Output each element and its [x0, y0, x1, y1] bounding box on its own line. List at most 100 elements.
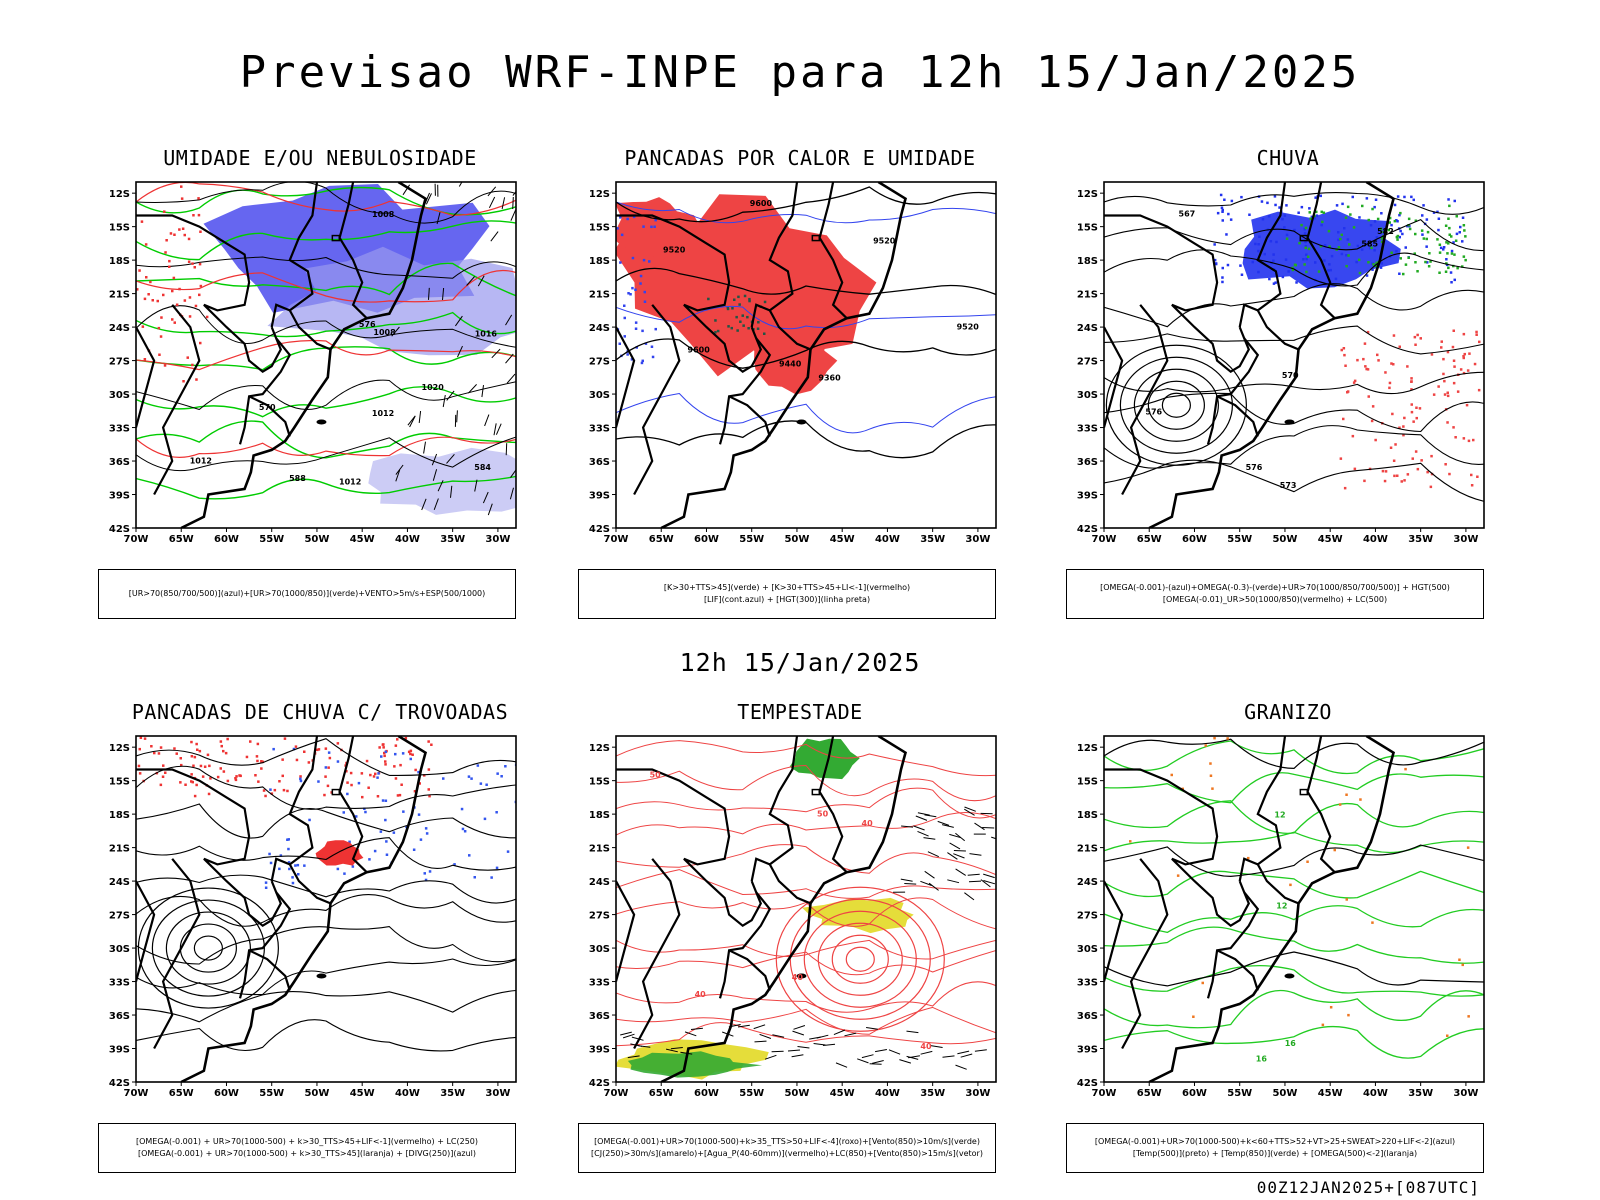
rain-speckle-green	[1464, 258, 1467, 262]
rain-speckle-green	[1438, 251, 1442, 254]
lat-label: 42S	[1077, 1078, 1098, 1089]
rain-speckle-blue	[1395, 249, 1398, 253]
lat-label: 21S	[109, 844, 130, 855]
rain-speckle-red	[1353, 467, 1357, 471]
divergence-speckle-blue	[468, 854, 471, 857]
rain-speckle-red	[1343, 486, 1347, 490]
temp850-contour-green	[1104, 740, 1484, 775]
wind-vector	[638, 1045, 651, 1048]
country-border	[1104, 768, 1251, 928]
lon-label: 60W	[214, 534, 239, 545]
lon-label: 50W	[784, 534, 809, 545]
lon-label: 45W	[1318, 534, 1343, 545]
hgt300-contour	[616, 267, 996, 296]
divergence-speckle-blue	[401, 752, 405, 755]
storm-speckle-red	[195, 742, 198, 746]
humidity-contour-green	[136, 475, 516, 500]
map-border	[615, 735, 997, 1083]
rain-speckle-green	[1339, 237, 1342, 241]
country-border	[248, 395, 291, 437]
rain-speckle-green	[1395, 235, 1399, 239]
rain-speckle-red	[1443, 379, 1446, 383]
rain-speckle-blue	[1257, 270, 1260, 274]
rain-speckle-blue	[1371, 268, 1374, 271]
storm-speckle-red	[299, 775, 302, 778]
humidity-speckle	[172, 276, 176, 280]
rain-speckle-red	[1363, 479, 1366, 483]
humidity-speckle	[180, 185, 183, 188]
contour-label: 9520	[663, 245, 686, 254]
country-border	[1306, 182, 1336, 319]
wind-vector	[510, 209, 516, 221]
map-border	[135, 181, 517, 529]
lat-label: 33S	[589, 424, 610, 435]
storm-speckle-red	[411, 753, 414, 756]
rain-speckle-blue	[1403, 195, 1406, 199]
rain-speckle-green	[1448, 226, 1451, 230]
omega-speckle-orange	[1461, 963, 1464, 967]
rain-speckle-blue	[1447, 198, 1450, 201]
lat-label: 30S	[589, 390, 610, 401]
wind-vector	[772, 1034, 785, 1038]
storm-speckle-red	[162, 764, 165, 767]
lat-label: 27S	[589, 357, 610, 368]
wind-vector	[953, 853, 965, 859]
lon-label: 50W	[784, 1088, 809, 1099]
country-border	[1121, 858, 1169, 1050]
divergence-speckle-blue	[380, 755, 383, 758]
lon-label: 45W	[350, 534, 375, 545]
humidity-contour-green	[136, 220, 516, 261]
storm-speckle-red	[283, 737, 287, 740]
humidity-speckle	[151, 299, 154, 302]
cyclone-circulation	[1105, 344, 1247, 466]
country-border	[288, 863, 331, 905]
storm-speckle-red	[282, 788, 286, 792]
rain-speckle-green	[1445, 241, 1448, 244]
rain-speckle-green	[1414, 219, 1418, 222]
humidity-speckle	[187, 260, 191, 263]
rain-speckle-blue	[1327, 269, 1330, 272]
convection-speckle-green	[730, 326, 733, 330]
storm-speckle-red	[238, 774, 241, 777]
storm-speckle-red	[153, 751, 156, 755]
rain-speckle-green	[1424, 260, 1427, 264]
storm-speckle-red	[273, 788, 277, 792]
map-border	[1103, 181, 1485, 529]
map-content: 9600 9520 9520 9440 9360 9600 9520	[616, 182, 996, 528]
country-border	[1104, 326, 1124, 428]
omega-speckle-orange	[1329, 1006, 1333, 1009]
humidity-speckle	[168, 265, 171, 268]
divergence-speckle-blue	[381, 799, 385, 802]
country-border	[1306, 736, 1336, 873]
rain-speckle-blue	[1351, 195, 1354, 199]
coastline	[660, 182, 908, 528]
wind-vector	[512, 190, 516, 196]
forecast-time-label: 12h 15/Jan/2025	[679, 648, 921, 677]
convection-speckle-green	[763, 300, 767, 304]
legend-line: [OMEGA(-0.001)+UR>70(1000-500)+k<60+TTS>…	[1094, 1137, 1456, 1146]
contour-label: 570	[259, 403, 276, 412]
lat-label: 15S	[589, 223, 610, 234]
rain-speckle-red	[1343, 353, 1346, 357]
hgt300-contour	[616, 338, 996, 369]
storm-speckle-red	[427, 768, 431, 771]
map-pancadas-calor: 9600 9520 9520 9440 9360 9600 9520 12S 15S 18S 21S…	[578, 176, 1002, 552]
rain-speckle-red	[1362, 357, 1365, 361]
lat-label: 39S	[1077, 491, 1098, 502]
lat-label: 36S	[109, 457, 130, 468]
storm-speckle-red	[254, 774, 257, 777]
storm-speckle-red	[190, 780, 193, 783]
rain-speckle-green	[1367, 218, 1370, 222]
storm-speckle-red	[208, 764, 211, 768]
lat-label: 24S	[109, 877, 130, 888]
divergence-speckle-blue	[394, 752, 397, 756]
country-border	[270, 736, 319, 882]
lat-label: 27S	[109, 911, 130, 922]
rain-speckle-green	[1348, 243, 1351, 246]
rain-speckle-blue	[1432, 211, 1436, 214]
storm-speckle-red	[393, 765, 396, 768]
divergence-speckle-blue	[423, 872, 426, 875]
wind-vector	[942, 1055, 955, 1058]
li-speckle-blue	[642, 258, 646, 262]
